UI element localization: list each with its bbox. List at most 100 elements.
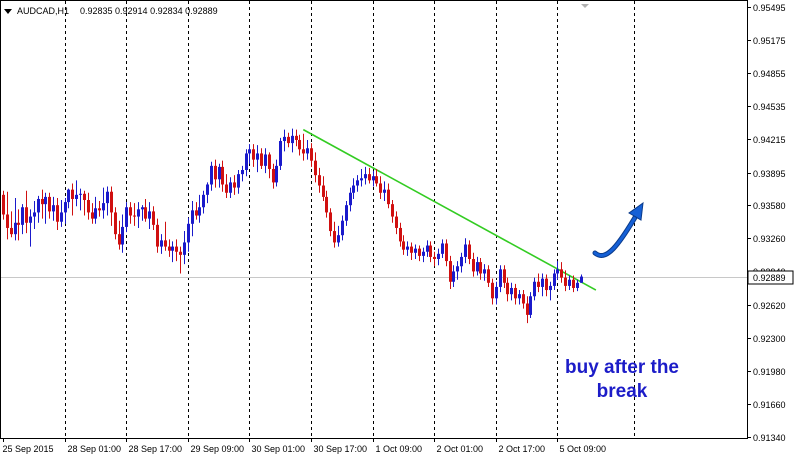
candle xyxy=(483,264,486,281)
candle xyxy=(545,274,548,297)
candle-body xyxy=(364,174,367,179)
candle xyxy=(553,269,556,291)
candle-body xyxy=(118,234,121,245)
candle xyxy=(41,189,44,219)
candle-body xyxy=(418,248,421,256)
annotation-line-2: break xyxy=(597,381,648,402)
candle xyxy=(252,144,255,167)
candle xyxy=(137,202,140,228)
candle xyxy=(160,234,163,254)
candle xyxy=(468,240,471,265)
candle-body xyxy=(402,241,405,250)
candle xyxy=(533,277,536,301)
time-axis[interactable]: 25 Sep 2015 28 Sep 01:00 28 Sep 17:00 29 Se… xyxy=(3,438,607,454)
candle-body xyxy=(291,135,294,144)
candle-body xyxy=(214,165,217,180)
candle xyxy=(395,211,398,235)
candle xyxy=(418,245,421,262)
x-tick-label: 5 Oct 09:00 xyxy=(560,444,607,454)
candle-body xyxy=(187,223,190,243)
y-tick-label: 0.93580 xyxy=(753,201,786,211)
candle-body xyxy=(429,245,432,257)
y-tick-label: 0.92300 xyxy=(753,334,786,344)
candle-body xyxy=(206,184,209,195)
candle-body xyxy=(183,242,186,255)
candle xyxy=(272,163,275,189)
candle xyxy=(83,190,86,216)
annotation-line-1: buy after the xyxy=(565,357,679,378)
candle-body xyxy=(2,194,5,215)
candle-body xyxy=(64,202,67,213)
candle xyxy=(375,168,378,187)
candle-body xyxy=(252,149,255,160)
candle xyxy=(476,256,479,276)
candle-body xyxy=(10,227,13,235)
candle xyxy=(17,209,20,241)
candle-body xyxy=(426,245,429,252)
candle-body xyxy=(510,287,513,295)
candle xyxy=(175,239,178,262)
current-price-label: 0.92889 xyxy=(753,273,786,283)
candle xyxy=(529,292,532,318)
candle-body xyxy=(503,269,506,283)
y-tick-label: 0.95175 xyxy=(753,36,786,46)
candle xyxy=(21,204,24,235)
candle-body xyxy=(298,139,301,150)
candle-body xyxy=(537,281,540,287)
candle-body xyxy=(441,243,444,254)
candle xyxy=(129,202,132,224)
candle xyxy=(556,261,559,280)
candle xyxy=(445,239,448,267)
triangle-down-icon[interactable] xyxy=(4,9,12,14)
candle-body xyxy=(248,149,251,154)
candle xyxy=(275,159,278,187)
candle xyxy=(372,171,375,187)
candle-body xyxy=(437,253,440,259)
candle-body xyxy=(71,189,74,199)
candles xyxy=(2,128,583,324)
candle xyxy=(256,145,259,173)
candle-body xyxy=(476,262,479,272)
candle-body xyxy=(560,269,563,278)
candle xyxy=(452,265,455,287)
candle-body xyxy=(79,193,82,195)
candle xyxy=(44,192,47,224)
candle-body xyxy=(14,222,17,235)
candle-body xyxy=(468,244,471,259)
candle xyxy=(71,183,74,216)
candle-body xyxy=(337,235,340,243)
candle xyxy=(14,197,17,241)
candle-body xyxy=(352,185,355,193)
y-tick-label: 0.91660 xyxy=(753,400,786,410)
candle-body xyxy=(283,136,286,142)
candle-body xyxy=(25,207,28,223)
candle xyxy=(368,167,371,184)
candle-body xyxy=(541,278,544,287)
candle-body xyxy=(391,204,394,217)
candle-body xyxy=(414,248,417,253)
candle xyxy=(218,163,221,188)
ohlc-readout: 0.92835 0.92914 0.92834 0.92889 xyxy=(80,6,218,16)
price-axis[interactable]: 0.95495 0.95175 0.94855 0.94535 0.94215 0.938… xyxy=(747,3,794,443)
candle xyxy=(152,206,155,231)
candle xyxy=(33,201,36,229)
candle-body xyxy=(37,198,40,213)
candle xyxy=(125,202,128,233)
candle-body xyxy=(395,216,398,228)
candle-body xyxy=(102,203,105,211)
candle-body xyxy=(6,214,9,228)
candle-body xyxy=(345,205,348,221)
candle xyxy=(522,290,525,309)
candle-body xyxy=(314,160,317,176)
candle xyxy=(487,265,490,287)
scroll-marker-icon[interactable] xyxy=(581,4,589,8)
candle-body xyxy=(29,216,32,223)
candle xyxy=(91,203,94,224)
candle xyxy=(221,160,224,192)
candle-body xyxy=(56,205,59,222)
candle xyxy=(441,239,444,258)
candle-body xyxy=(144,207,147,219)
candle-body xyxy=(129,207,132,216)
trendline[interactable] xyxy=(302,128,597,291)
